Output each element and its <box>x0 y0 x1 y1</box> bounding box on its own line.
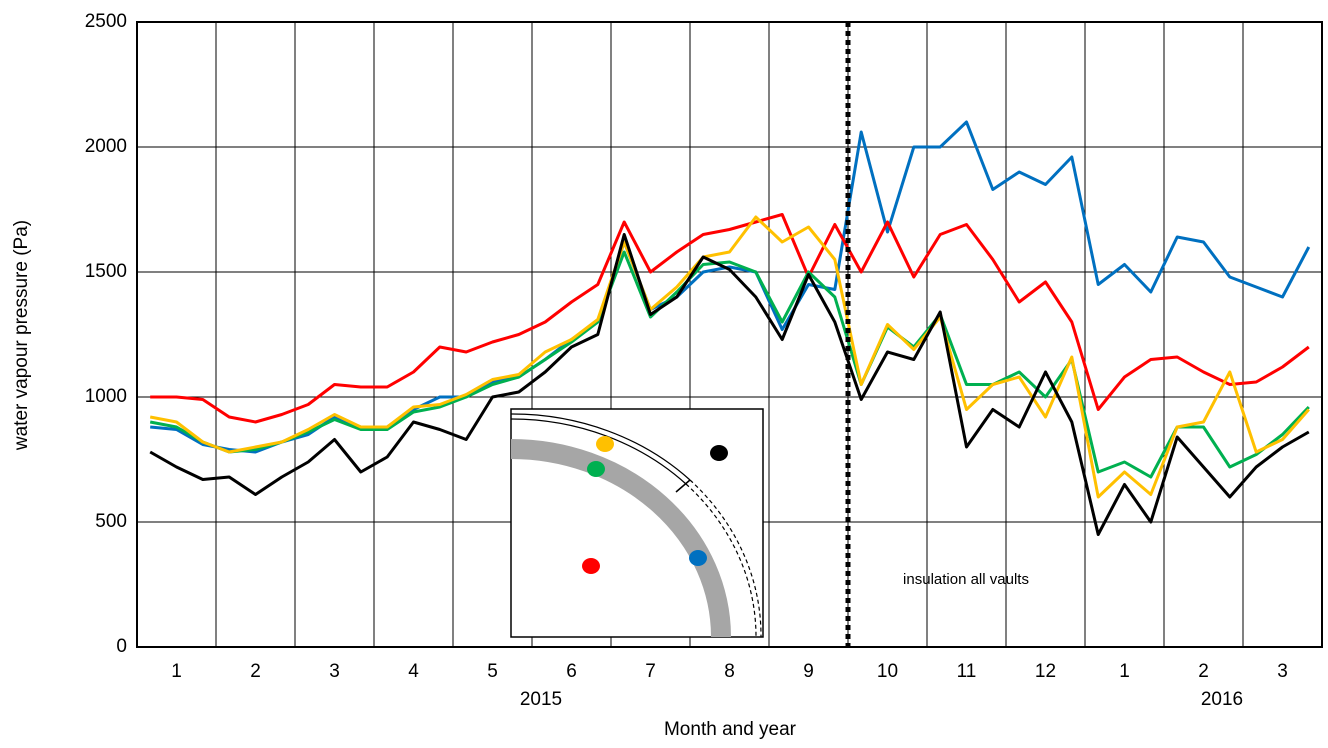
x-tick-label: 4 <box>408 661 419 682</box>
x-tick-label: 12 <box>1035 661 1056 682</box>
x-tick-label: 2 <box>250 661 261 682</box>
x-tick-label: 3 <box>1277 661 1288 682</box>
annotation: insulation all vaults <box>903 571 1029 588</box>
y-tick-label: 2000 <box>85 136 127 157</box>
series-line <box>149 250 1310 479</box>
sensor-dot <box>710 445 728 461</box>
x-tick-label: 7 <box>645 661 656 682</box>
x-tick-label: 1 <box>1119 661 1130 682</box>
y-tick-label: 1000 <box>85 386 127 407</box>
sensor-dot <box>596 436 614 452</box>
sensor-dot <box>587 461 605 477</box>
series-line <box>150 120 1311 454</box>
inset <box>510 408 764 638</box>
plot-frame <box>136 21 1323 648</box>
series-line <box>150 213 1310 424</box>
series-line <box>149 215 1310 499</box>
y-axis-label: water vapour pressure (Pa) <box>11 220 32 451</box>
y-tick-label: 0 <box>116 636 127 657</box>
series-line <box>149 233 1310 536</box>
x-tick-label: 9 <box>803 661 814 682</box>
x-tick-label: 5 <box>487 661 498 682</box>
x-tick-label: 11 <box>957 661 977 682</box>
insulation-end <box>675 479 691 493</box>
year-label: 2016 <box>1201 689 1243 710</box>
x-tick-label: 3 <box>329 661 340 682</box>
y-tick-label: 500 <box>95 511 127 532</box>
planned-insulation <box>685 479 762 638</box>
vault-wall <box>510 439 731 638</box>
x-tick-label: 1 <box>171 661 182 682</box>
x-tick-label: 2 <box>1198 661 1209 682</box>
sensor-dot <box>582 558 600 574</box>
y-tick-label: 2500 <box>85 11 127 32</box>
x-tick-label: 10 <box>877 661 898 682</box>
lines <box>149 120 1311 536</box>
x-tick-label: 8 <box>724 661 735 682</box>
x-tick-label: 6 <box>566 661 577 682</box>
insulation-layer <box>510 413 691 485</box>
year-label: 2015 <box>520 689 562 710</box>
x-axis-label: Month and year <box>664 719 797 740</box>
sensor-dot <box>689 550 707 566</box>
y-tick-label: 1500 <box>85 261 127 282</box>
